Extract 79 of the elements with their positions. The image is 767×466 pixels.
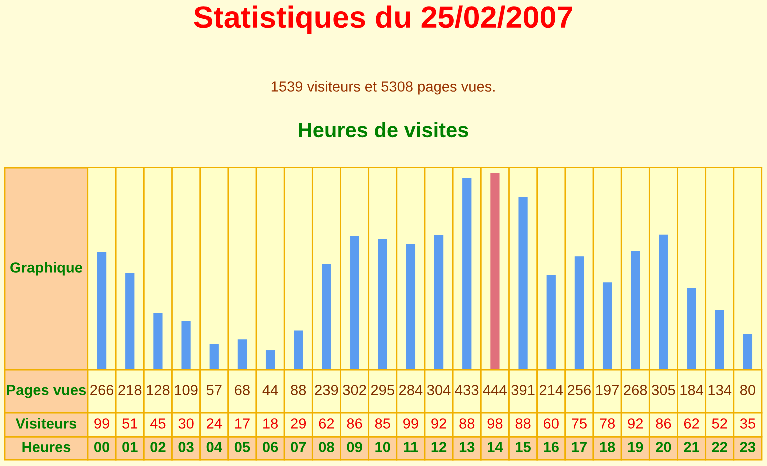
data-label: 134 (708, 385, 732, 396)
data-label: 266 (90, 385, 114, 396)
data-label: 109 (175, 385, 198, 396)
data-label: 35 (740, 418, 756, 429)
data-label: 86 (656, 418, 672, 429)
text: Visiteurs (16, 418, 77, 429)
data-label: 85 (375, 418, 390, 429)
data-label: 99 (94, 418, 110, 429)
x-tick-label: 06 (263, 442, 278, 452)
data-label: 86 (347, 418, 362, 429)
x-tick-label: 20 (656, 442, 672, 452)
data-label: 128 (147, 385, 170, 396)
x-tick-label: 17 (572, 442, 587, 452)
data-label: 92 (628, 418, 644, 429)
data-label: 62 (319, 418, 334, 429)
data-label: 302 (343, 385, 366, 396)
data-label: 184 (680, 385, 704, 396)
data-label: 218 (118, 385, 142, 396)
data-label: 214 (540, 385, 564, 396)
data-label: 98 (488, 418, 503, 429)
x-tick-label: 10 (376, 442, 390, 452)
data-label: 284 (400, 385, 423, 396)
chart-subtitle: 1539 visiteurs et 5308 pages vues. (272, 81, 495, 95)
data-label: 88 (516, 418, 531, 429)
x-tick-label: 01 (122, 442, 138, 452)
x-tick-label: 18 (600, 442, 616, 452)
data-label: 239 (315, 385, 338, 396)
x-tick-label: 03 (178, 442, 194, 452)
x-tick-label: 21 (684, 442, 700, 452)
chart-title: Statistiques du 25/02/2007 (194, 6, 572, 34)
x-tick-label: 22 (712, 442, 728, 452)
data-label: 256 (568, 385, 591, 396)
data-label: 268 (624, 385, 648, 396)
x-tick-label: 19 (628, 442, 644, 452)
x-tick-label: 16 (544, 442, 559, 452)
data-label: 78 (600, 418, 616, 429)
data-label: 29 (291, 418, 306, 429)
data-label: 44 (262, 385, 278, 396)
x-axis-title: Heures (22, 442, 71, 452)
data-label: 99 (404, 418, 418, 429)
data-label: 433 (455, 385, 479, 396)
data-label: 75 (572, 418, 587, 429)
data-label: 88 (291, 385, 306, 396)
data-label: 30 (178, 418, 194, 429)
x-tick-label: 14 (488, 442, 504, 452)
data-label: 45 (150, 418, 166, 429)
data-label: 304 (427, 385, 451, 396)
x-tick-label: 05 (234, 442, 250, 452)
data-label: 68 (235, 385, 250, 396)
data-label: 80 (740, 385, 756, 396)
data-label: 18 (264, 418, 278, 429)
x-tick-label: 15 (516, 442, 531, 452)
data-label: 60 (544, 418, 559, 429)
data-label: 197 (596, 385, 619, 396)
x-tick-label: 11 (404, 442, 418, 452)
x-tick-label: 02 (150, 442, 166, 452)
x-tick-label: 04 (206, 442, 222, 452)
data-label: 51 (122, 418, 138, 429)
text: Heures de visites (299, 122, 468, 138)
data-label: 62 (684, 418, 700, 429)
data-label: 295 (371, 385, 394, 396)
x-tick-label: 09 (347, 442, 362, 452)
data-label: 57 (206, 385, 222, 396)
series-label: Pages vues (7, 385, 86, 398)
x-tick-label: 13 (460, 442, 475, 452)
data-label: 444 (483, 385, 507, 396)
data-label: 92 (432, 418, 446, 429)
y-axis-title: Graphique (10, 262, 82, 276)
x-tick-label: 00 (94, 442, 110, 452)
x-tick-label: 08 (319, 442, 334, 452)
x-tick-label: 07 (291, 442, 306, 452)
data-label: 88 (460, 418, 475, 429)
data-label: 305 (652, 385, 676, 396)
data-label: 24 (207, 418, 222, 429)
x-tick-label: 23 (740, 442, 756, 452)
data-label: 17 (235, 418, 250, 429)
data-label: 391 (512, 385, 535, 396)
x-tick-label: 12 (432, 442, 447, 452)
data-label: 52 (712, 418, 728, 429)
